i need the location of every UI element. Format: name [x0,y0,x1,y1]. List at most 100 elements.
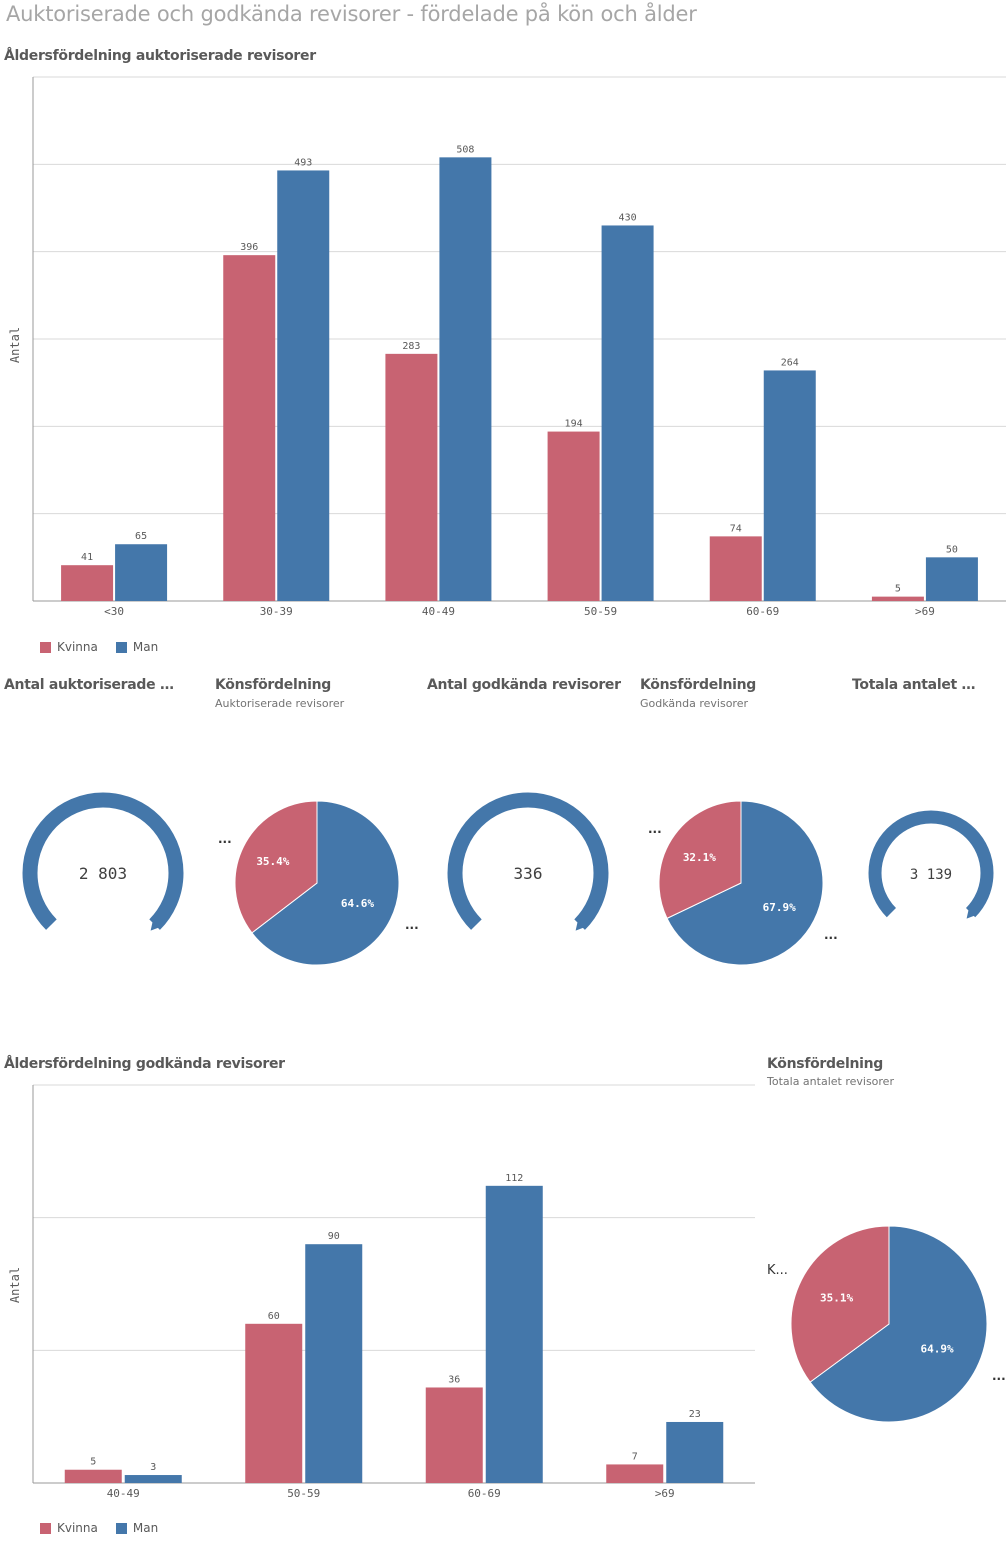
pie3-subtitle: Totala antalet revisorer [767,1075,894,1088]
legend-man-swatch [115,641,127,653]
pie2-slice-kvinna [658,800,742,920]
legend2-man-swatch [115,1522,127,1534]
data-label: 74 [730,523,742,534]
bar-kvinna [61,565,114,601]
data-label: 65 [135,531,147,542]
pie1-title: Könsfördelning [215,677,332,693]
kpi3-marker [966,909,975,919]
pie1-more[interactable]: ... [405,918,419,932]
pie1-label-man: 64.6% [341,897,374,910]
legend2-kvinna[interactable]: Kvinna [40,1521,98,1535]
kpi3-arc [868,810,994,918]
kpi3-title: Totala antalet revisorer [852,677,982,693]
kpi1-title-text: Antal auktoriserade revisorer [4,677,180,693]
bar-man [601,225,654,601]
bar-man [925,557,978,601]
data-label: 50 [946,544,958,555]
legend-kvinna-label: Kvinna [57,640,98,654]
pie2-subtitle: Godkända revisorer [640,697,748,710]
kpi2-title: Antal godkända revisorer [427,677,621,693]
kpi2-value: 336 [514,864,543,883]
page-title: Auktoriserade och godkända revisorer - f… [6,2,697,26]
data-label: 23 [689,1409,701,1420]
x-tick-label: 60-69 [468,1487,501,1500]
x-tick-label: <30 [104,605,124,618]
bar-man [439,157,492,601]
y-axis-label: Antal [8,327,22,363]
pie3-more[interactable]: ... [992,1369,1006,1383]
x-tick-label: 60-69 [746,605,779,618]
chart2-legend[interactable]: Kvinna Man [40,1521,170,1535]
data-label: 3 [150,1462,156,1473]
pie2-label-man: 67.9% [763,901,796,914]
bar-man [115,544,168,601]
legend2-kvinna-swatch [40,1522,51,1534]
bar-man [124,1475,182,1483]
data-label: 194 [565,419,583,430]
pie3-legend-truncated[interactable]: K... [767,1263,788,1278]
x-tick-label: >69 [915,605,935,618]
bar-kvinna [64,1469,122,1483]
kpi2-marker [575,921,584,931]
bar-kvinna [385,353,438,601]
pie2-title: Könsfördelning [640,677,757,693]
pie1-slice-man [251,800,400,966]
kpi-row-svg[interactable]: 2 803 336 3 139 35.4% 64.6% 32.1% 67.9% [0,780,1006,980]
legend-man[interactable]: Man [115,640,159,654]
data-label: 493 [294,157,312,168]
kpi3-title-text: Totala antalet revisorer [852,677,982,693]
pie1-label-kvinna: 35.4% [256,855,289,868]
bar-man [666,1421,724,1483]
bar-kvinna [871,596,924,601]
kpi1-arc [22,792,184,930]
pie2-slice-man [666,800,824,966]
kpi1-marker [150,921,159,931]
pie3-title: Könsfördelning [767,1056,884,1072]
pie3-svg[interactable]: 35.1% 64.9% [770,1210,1006,1440]
bar-kvinna [547,431,600,601]
chart1-legend[interactable]: Kvinna Man [40,640,170,654]
pie3-slice-kvinna [790,1225,890,1383]
data-label: 36 [448,1374,460,1385]
data-label: 396 [240,242,258,253]
kpi3-value: 3 139 [910,867,952,883]
bar-kvinna [425,1387,483,1483]
bar-kvinna [606,1464,664,1483]
data-label: 112 [505,1173,523,1184]
bar-kvinna [709,536,762,601]
pie2-legend-more[interactable]: ... [648,822,662,836]
chart1-title: Åldersfördelning auktoriserade revisorer [4,48,316,64]
chart2-svg[interactable]: Antal 5 3 40-49 60 90 50-59 36 112 60-69 7 23 >69 [0,1080,760,1500]
data-label: 41 [81,552,93,563]
data-label: 508 [456,144,474,155]
pie3-label-man: 64.9% [921,1342,954,1355]
data-label: 283 [402,341,420,352]
legend2-man[interactable]: Man [115,1521,159,1535]
legend2-man-label: Man [132,1521,159,1535]
bar-kvinna [245,1323,303,1483]
data-label: 5 [90,1457,96,1468]
bar-kvinna [223,255,276,601]
pie1-subtitle: Auktoriserade revisorer [215,697,345,710]
legend-man-label: Man [132,640,159,654]
pie2-more[interactable]: ... [824,928,838,942]
x-tick-label: 30-39 [260,605,293,618]
legend-kvinna-swatch [40,641,51,653]
bar-man [763,370,816,601]
chart2-title: Åldersfördelning godkända revisorer [4,1056,285,1072]
legend-kvinna[interactable]: Kvinna [40,640,98,654]
y-axis-label: Antal [8,1267,22,1303]
bar-man [485,1185,543,1483]
x-tick-label: 50-59 [287,1487,320,1500]
legend2-kvinna-label: Kvinna [57,1521,98,1535]
kpi1-more[interactable]: ... [218,832,232,846]
pie3-slice-man [809,1225,988,1423]
data-label: 7 [632,1451,638,1462]
bar-man [277,170,330,601]
kpi1-title: Antal auktoriserade revisorer [4,677,180,693]
data-label: 60 [268,1311,280,1322]
data-label: 264 [781,357,799,368]
data-label: 90 [328,1231,340,1242]
pie3-label-kvinna: 35.1% [820,1291,853,1304]
chart1-svg[interactable]: Antal 41 65 <30 396 493 30-39 283 508 40-49 194 430… [0,70,1006,660]
